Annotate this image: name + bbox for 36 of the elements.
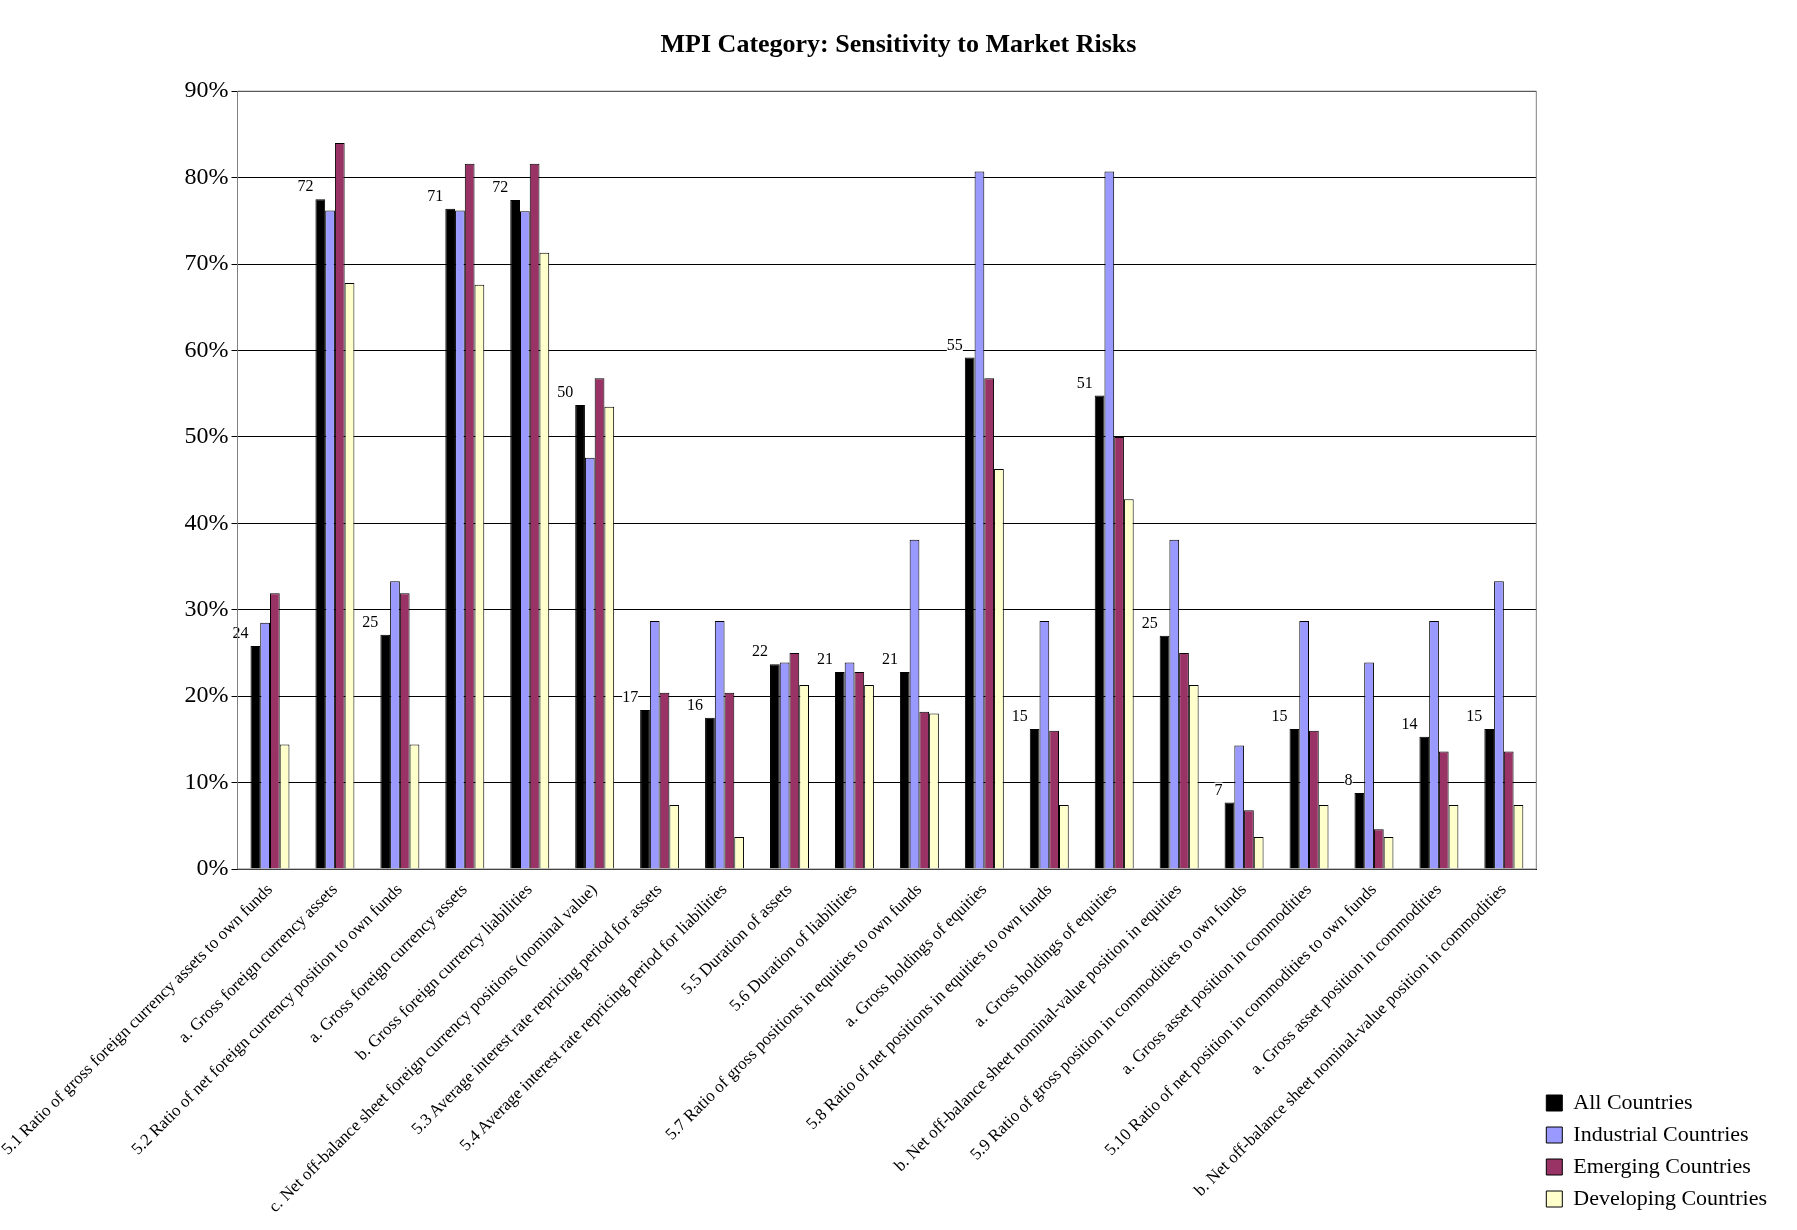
annotation: 25 (362, 613, 379, 631)
annotation: 8 (1344, 771, 1353, 789)
bar (1224, 802, 1235, 869)
annotation: 15 (1271, 707, 1288, 725)
annotation: 17 (622, 688, 639, 706)
annotation: 50 (557, 383, 574, 401)
y-tick-label: 70% (184, 249, 229, 276)
legend-label: Emerging Countries (1573, 1152, 1751, 1178)
y-tick-label: 40% (184, 508, 229, 535)
chart-title: MPI Category: Sensitivity to Market Risks (660, 29, 1137, 59)
annotation: 7 (1214, 780, 1223, 798)
legend-label: All Countries (1573, 1088, 1693, 1114)
annotation: 22 (752, 642, 769, 660)
y-tick-label: 30% (184, 595, 229, 622)
y-tick-label: 0% (196, 854, 229, 881)
annotation: 72 (492, 178, 509, 196)
annotation: 71 (427, 186, 444, 204)
y-tick-label: 90% (184, 76, 229, 103)
annotation: 55 (946, 335, 963, 353)
bar (1354, 792, 1365, 869)
y-tick-label: 10% (184, 767, 229, 794)
annotation: 15 (1466, 707, 1483, 725)
y-tick-label: 20% (184, 681, 229, 708)
annotation: 15 (1011, 707, 1028, 725)
annotation: 21 (881, 650, 898, 668)
annotation: 72 (297, 177, 314, 195)
y-tick-label: 50% (184, 422, 229, 449)
legend-label: Developing Countries (1573, 1184, 1768, 1210)
annotation: 16 (687, 695, 704, 713)
legend-label: Industrial Countries (1573, 1120, 1749, 1146)
annotation: 25 (1141, 613, 1158, 631)
annotation: 51 (1076, 373, 1093, 391)
annotation: 14 (1401, 715, 1418, 732)
annotation: 21 (816, 650, 833, 668)
y-tick-label: 80% (184, 162, 229, 189)
y-tick-label: 60% (184, 335, 229, 362)
